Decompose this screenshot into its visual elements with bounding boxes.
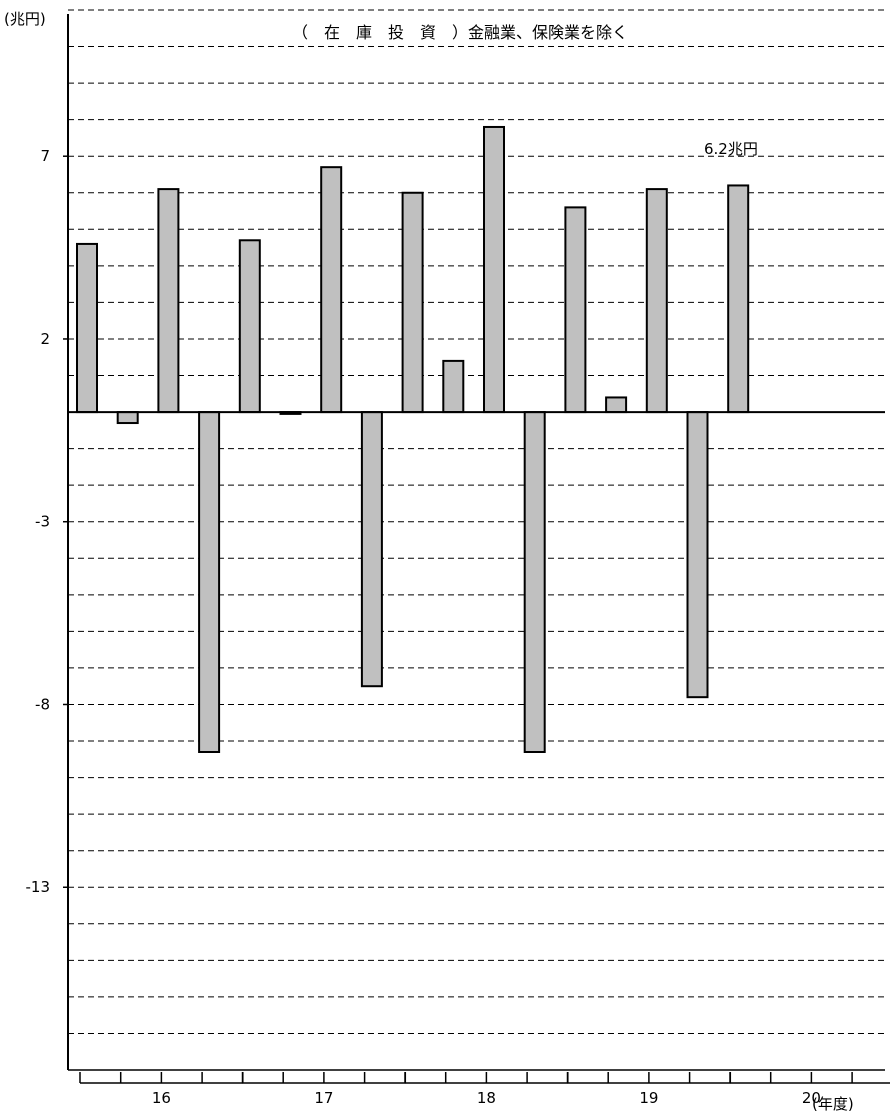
bar <box>605 396 628 414</box>
bar <box>198 411 221 753</box>
chart-title: （ 在 庫 投 資 ）金融業、保険業を除く <box>292 23 628 42</box>
bar <box>76 242 98 414</box>
x-year-label: 20 <box>802 1089 821 1107</box>
x-year-label: 18 <box>477 1089 496 1107</box>
bar <box>116 411 139 425</box>
bar <box>645 188 668 414</box>
bar <box>157 188 180 414</box>
x-unit-label: (年度) <box>812 1095 854 1113</box>
bar <box>238 239 261 414</box>
y-tick-labels: 7 2 -3 -8 -13 <box>26 147 68 896</box>
bar <box>320 166 343 414</box>
y-unit-label: (兆円) <box>4 10 46 28</box>
y-tick-label: -13 <box>26 878 51 896</box>
bar <box>686 411 709 699</box>
x-year-label: 19 <box>639 1089 658 1107</box>
bar <box>483 125 505 414</box>
bar <box>564 206 587 414</box>
y-tick-label: 7 <box>40 147 50 165</box>
x-year-label: 17 <box>314 1089 333 1107</box>
bar <box>442 359 465 414</box>
axes <box>67 14 885 1071</box>
bar <box>360 411 383 688</box>
bar <box>401 191 424 414</box>
gridlines <box>68 9 885 1034</box>
y-tick-label: -3 <box>35 513 50 531</box>
y-tick-label: 2 <box>40 330 50 348</box>
bars <box>76 125 750 753</box>
x-year-label: 16 <box>152 1089 171 1107</box>
y-tick-label: -8 <box>35 695 50 713</box>
bar <box>727 184 750 414</box>
bar <box>523 411 546 753</box>
x-axis-category-boxes: 16 17 18 19 20 <box>79 1072 890 1107</box>
value-annotation: 6.2兆円 <box>704 140 758 158</box>
